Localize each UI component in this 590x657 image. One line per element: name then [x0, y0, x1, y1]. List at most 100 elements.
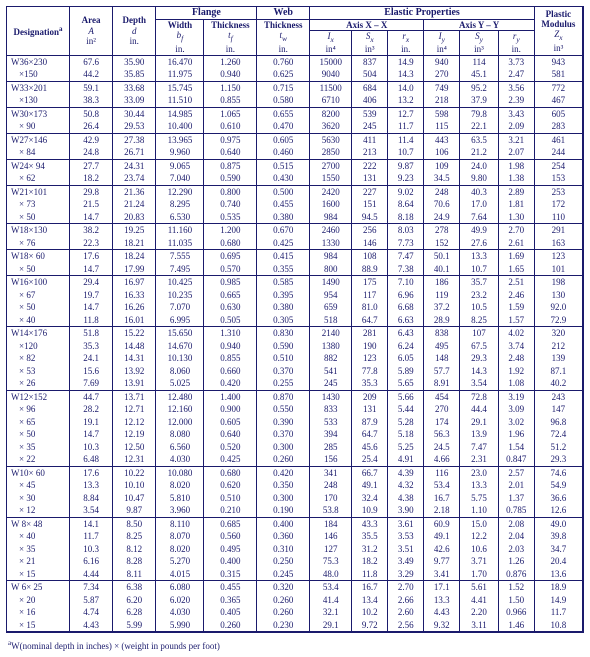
cell-Sx: 146 [352, 237, 388, 250]
cell-dep: 13.91 [113, 377, 156, 390]
cell-Sx: 43.3 [352, 517, 388, 530]
cell-Sx: 411 [352, 133, 388, 146]
cell-Ix: 1490 [310, 276, 352, 289]
table-row: × 123.549.873.9600.2100.19053.810.93.902… [7, 504, 583, 517]
cell-Zx: 467 [534, 94, 582, 107]
cell-Zx: 198 [534, 276, 582, 289]
cell-tf: 1.400 [204, 390, 257, 403]
cell-A: 4.74 [69, 606, 112, 619]
cell-Sx: 35.5 [352, 530, 388, 543]
table-row: W21×10129.821.3612.2900.8000.50024202279… [7, 185, 583, 198]
cell-dep: 35.90 [113, 55, 156, 68]
cell-designation: W33×201 [7, 81, 69, 94]
cell-Zx: 10.8 [534, 619, 582, 632]
cell-designation: × 30 [7, 492, 69, 505]
cell-tw: 0.260 [257, 594, 310, 607]
cell-ry: 2.08 [498, 517, 534, 530]
cell-Zx: 101 [534, 263, 582, 276]
cell-Ix: 6710 [310, 94, 352, 107]
cell-Zx: 20.4 [534, 555, 582, 568]
cell-Iy: 8.91 [424, 377, 460, 390]
cell-ry: 2.89 [498, 185, 534, 198]
cell-Sx: 190 [352, 340, 388, 353]
cell-rx: 5.44 [388, 403, 424, 416]
cell-rx: 4.32 [388, 479, 424, 492]
cell-Ix: 533 [310, 416, 352, 429]
cell-tf: 0.590 [204, 172, 257, 185]
cell-bf: 10.425 [156, 276, 204, 289]
cell-tw: 0.390 [257, 416, 310, 429]
cell-Zx: 253 [534, 185, 582, 198]
cell-Iy: 148 [424, 352, 460, 365]
cell-Sy: 45.1 [460, 68, 498, 81]
cell-bf: 16.470 [156, 55, 204, 68]
cell-Sx: 837 [352, 55, 388, 68]
cell-Sy: 40.3 [460, 185, 498, 198]
cell-Sy: 79.8 [460, 107, 498, 120]
cell-dep: 30.44 [113, 107, 156, 120]
cell-designation: × 76 [7, 237, 69, 250]
cell-bf: 6.080 [156, 581, 204, 594]
col-Sx: Sxin³ [352, 30, 388, 55]
cell-dep: 12.19 [113, 428, 156, 441]
cell-dep: 12.12 [113, 416, 156, 429]
cell-ry: 1.98 [498, 159, 534, 172]
cell-bf: 6.995 [156, 314, 204, 327]
cell-tf: 1.150 [204, 81, 257, 94]
cell-Iy: 270 [424, 403, 460, 416]
cell-Ix: 1380 [310, 340, 352, 353]
cell-rx: 6.43 [388, 327, 424, 340]
cell-Ix: 11500 [310, 81, 352, 94]
cell-Ix: 394 [310, 428, 352, 441]
cell-designation: ×130 [7, 94, 69, 107]
cell-tw: 0.830 [257, 327, 310, 340]
cell-Ix: 32.1 [310, 606, 352, 619]
cell-Sx: 45.6 [352, 441, 388, 454]
cell-Zx: 772 [534, 81, 582, 94]
cell-ry: 2.03 [498, 543, 534, 556]
cell-tf: 0.400 [204, 555, 257, 568]
cell-tf: 1.310 [204, 327, 257, 340]
cell-A: 11.7 [69, 530, 112, 543]
cell-Iy: 115 [424, 120, 460, 133]
cell-designation: W 8× 48 [7, 517, 69, 530]
cell-tf: 0.610 [204, 120, 257, 133]
cell-A: 24.1 [69, 352, 112, 365]
cell-ry: 1.30 [498, 211, 534, 224]
table-row: × 7321.521.248.2950.7400.45516001518.647… [7, 198, 583, 211]
table-row: × 8224.114.3110.1300.8550.5108821236.051… [7, 352, 583, 365]
cell-Ix: 984 [310, 211, 352, 224]
cell-ry: 2.47 [498, 68, 534, 81]
cell-ry: 1.96 [498, 428, 534, 441]
cell-tf: 0.620 [204, 479, 257, 492]
cell-tf: 0.420 [204, 377, 257, 390]
cell-Iy: 4.66 [424, 453, 460, 466]
cell-A: 51.8 [69, 327, 112, 340]
cell-Iy: 17.1 [424, 581, 460, 594]
cell-A: 67.6 [69, 55, 112, 68]
cell-dep: 10.22 [113, 466, 156, 479]
cell-Sx: 213 [352, 146, 388, 159]
col-Ix: Ixin⁴ [310, 30, 352, 55]
cell-bf: 7.040 [156, 172, 204, 185]
cell-tf: 0.875 [204, 159, 257, 172]
cell-Iy: 24.9 [424, 211, 460, 224]
cell-Ix: 1550 [310, 172, 352, 185]
cell-dep: 33.68 [113, 81, 156, 94]
cell-bf: 11.035 [156, 237, 204, 250]
cell-Zx: 36.6 [534, 492, 582, 505]
table-row: × 6719.716.3310.2350.6650.3959541176.961… [7, 289, 583, 302]
table-row: W14×17651.815.2215.6501.3100.83021402816… [7, 327, 583, 340]
cell-designation: W16×100 [7, 276, 69, 289]
cell-ry: 1.52 [498, 581, 534, 594]
cell-Sx: 123 [352, 352, 388, 365]
cell-A: 29.4 [69, 276, 112, 289]
cell-rx: 9.87 [388, 159, 424, 172]
cell-bf: 14.670 [156, 340, 204, 353]
cell-tf: 0.260 [204, 619, 257, 632]
cell-tf: 0.695 [204, 250, 257, 263]
cell-Iy: 50.1 [424, 250, 460, 263]
cell-tf: 0.680 [204, 466, 257, 479]
cell-rx: 6.05 [388, 352, 424, 365]
cell-Zx: 14.9 [534, 594, 582, 607]
